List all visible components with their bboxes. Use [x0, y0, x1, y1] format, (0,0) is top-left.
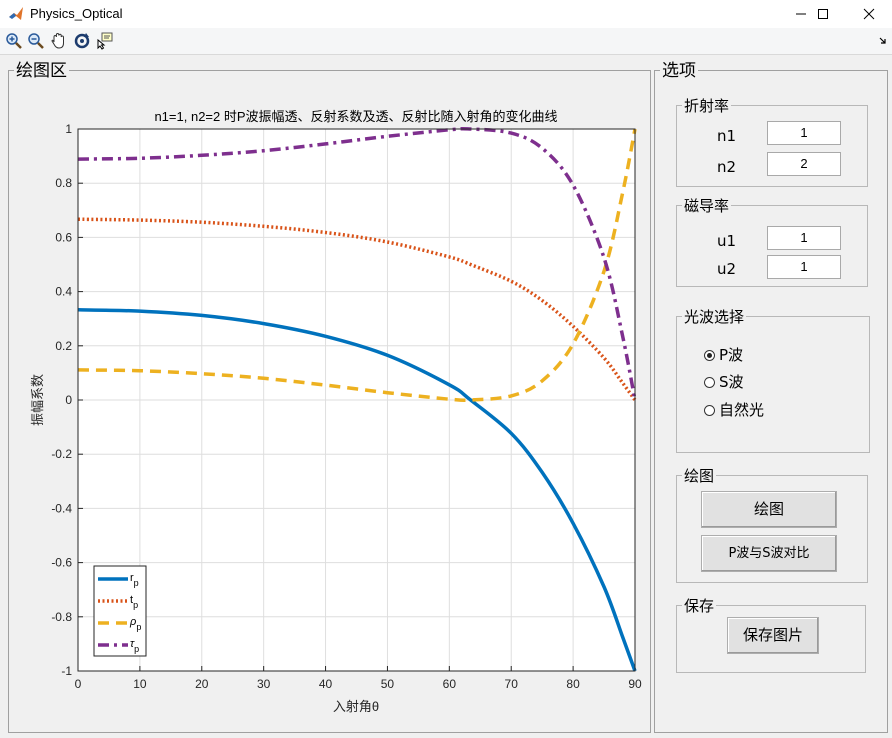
- n2-label: n2: [717, 158, 737, 176]
- y-tick-label: -0.4: [51, 501, 72, 515]
- wave-selection-title: 光波选择: [682, 308, 747, 326]
- options-panel: [654, 70, 888, 733]
- minimize-button[interactable]: [778, 0, 824, 28]
- plot-panel: [8, 70, 651, 733]
- minimize-icon: [796, 13, 806, 15]
- series-line-3: [77, 128, 637, 403]
- u2-input[interactable]: 1: [767, 255, 841, 279]
- x-tick-label: 70: [505, 677, 519, 691]
- y-tick-label: 0: [65, 393, 72, 407]
- x-tick-label: 50: [381, 677, 395, 691]
- refraction-group-title: 折射率: [682, 97, 732, 115]
- options-panel-title: 选项: [660, 61, 698, 81]
- n1-label: n1: [717, 127, 737, 145]
- window-titlebar: Physics_Optical: [0, 0, 892, 28]
- close-icon: [863, 8, 875, 20]
- pan-hand-icon: [51, 32, 64, 49]
- legend-label: τp: [130, 638, 139, 654]
- draw-group-title: 绘图: [682, 467, 717, 485]
- chart-title: n1=1, n2=2 时P波振幅透、反射系数及透、反射比随入射角的变化曲线: [154, 109, 557, 124]
- save-group-title: 保存: [682, 597, 717, 615]
- zoom-in-icon: [6, 33, 22, 49]
- x-tick-label: 20: [195, 677, 209, 691]
- y-tick-label: 0.2: [55, 339, 72, 353]
- series-line-2: [77, 217, 637, 402]
- data-cursor-icon: [97, 32, 113, 50]
- x-tick-label: 40: [319, 677, 333, 691]
- radio-p-wave-label: P波: [719, 346, 744, 364]
- x-axis-label: 入射角θ: [333, 699, 379, 714]
- rotate-3d-button[interactable]: [72, 31, 92, 51]
- series-line-1: [77, 308, 637, 672]
- window-title: Physics_Optical: [30, 6, 123, 21]
- legend-label: rp: [130, 572, 139, 588]
- x-tick-label: 80: [566, 677, 580, 691]
- x-tick-label: 90: [628, 677, 642, 691]
- x-tick-label: 30: [257, 677, 271, 691]
- legend-box: [93, 565, 147, 657]
- save-image-button[interactable]: 保存图片: [727, 617, 819, 654]
- y-tick-label: -0.8: [51, 610, 72, 624]
- tick-layer: 0 10 20 30 40 50 60 70 80 90 1 0.8 0.6 0.4 0.2 0 -0.2 -0.…: [51, 122, 642, 691]
- figure-toolbar: [0, 28, 892, 55]
- maximize-button[interactable]: [800, 0, 846, 28]
- y-tick-label: -1: [61, 664, 72, 678]
- y-tick-label: 0.8: [55, 176, 72, 190]
- zoom-out-button[interactable]: [26, 31, 46, 51]
- data-cursor-button[interactable]: [95, 31, 115, 51]
- matlab-logo-icon: [9, 7, 23, 20]
- legend-label: ρp: [129, 616, 141, 632]
- radio-selected-icon: [704, 349, 715, 361]
- radio-p-wave[interactable]: P波: [704, 346, 743, 364]
- legend-label: tp: [130, 594, 138, 610]
- maximize-icon: [818, 9, 828, 19]
- y-axis-label: 振幅系数: [30, 374, 45, 426]
- y-tick-label: -0.2: [51, 447, 72, 461]
- permeability-group-title: 磁导率: [682, 197, 732, 215]
- plot-panel-title: 绘图区: [14, 61, 69, 81]
- y-tick-label: 0.4: [55, 285, 72, 299]
- rotate-3d-icon: [74, 33, 90, 49]
- n1-input[interactable]: 1: [767, 121, 841, 145]
- x-tick-label: 60: [443, 677, 457, 691]
- y-tick-label: 0.6: [55, 230, 72, 244]
- radio-natural-light[interactable]: 自然光: [704, 401, 764, 419]
- close-button[interactable]: [846, 0, 892, 28]
- legend: rp tp ρp τp: [93, 565, 147, 657]
- grid-lines: [77, 128, 636, 672]
- y-tick-label: 1: [65, 122, 72, 136]
- radio-natural-light-label: 自然光: [719, 401, 765, 419]
- compare-pw-sw-button[interactable]: P波与S波对比: [701, 535, 837, 572]
- chart[interactable]: 0 10 20 30 40 50 60 70 80 90 1 0.8 0.6 0.4 0.2 0 -0.2 -0.…: [12, 90, 648, 730]
- pan-button[interactable]: [49, 31, 69, 51]
- radio-unselected-icon: [704, 404, 715, 416]
- n2-input[interactable]: 2: [767, 152, 841, 176]
- x-tick-label: 0: [75, 677, 82, 691]
- y-tick-label: -0.6: [51, 556, 72, 570]
- u2-label: u2: [717, 260, 737, 278]
- zoom-in-button[interactable]: [4, 31, 24, 51]
- draw-button[interactable]: 绘图: [701, 491, 837, 528]
- zoom-out-icon: [28, 33, 44, 49]
- radio-unselected-icon: [704, 376, 715, 388]
- x-tick-label: 10: [133, 677, 147, 691]
- radio-s-wave[interactable]: S波: [704, 373, 744, 391]
- u1-input[interactable]: 1: [767, 226, 841, 250]
- radio-s-wave-label: S波: [719, 373, 744, 391]
- u1-label: u1: [717, 232, 737, 250]
- dock-arrow-icon[interactable]: [878, 36, 888, 46]
